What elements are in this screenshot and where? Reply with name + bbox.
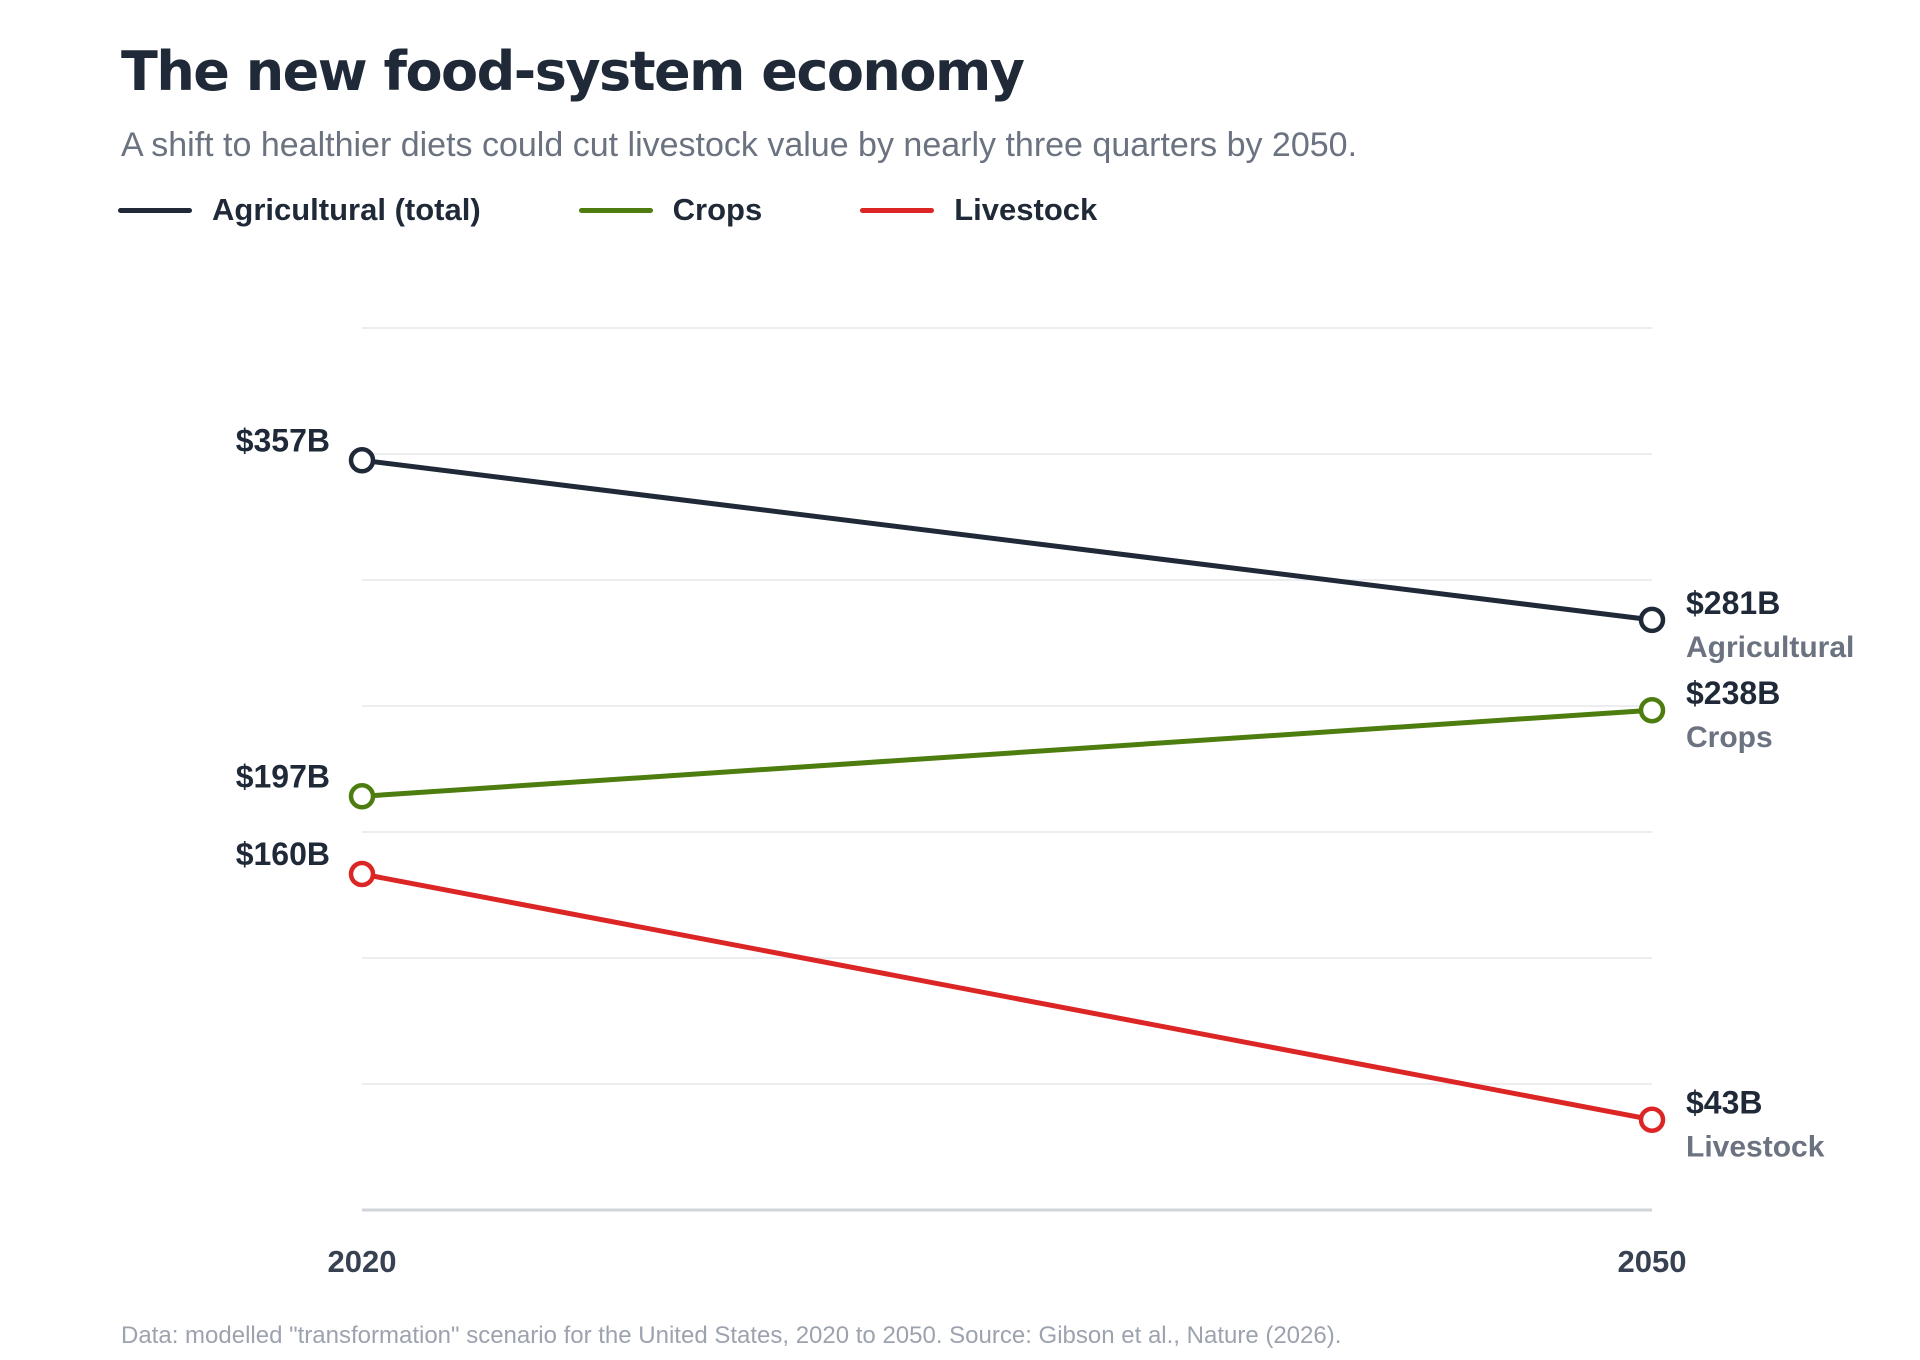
gridlines (362, 327, 1652, 1085)
series-line-crops (359, 707, 1655, 799)
value-label-agricultural-2050: $281B (1686, 585, 1780, 621)
legend-swatch-agricultural (118, 207, 192, 213)
chart-subtitle: A shift to healthier diets could cut liv… (121, 126, 1358, 164)
legend-item-livestock: Livestock (860, 192, 1097, 228)
data-point-crops-2050 (1638, 696, 1666, 724)
series-agricultural: $357B $281B Agricultural (236, 422, 1855, 664)
series-end-label-agricultural: Agricultural (1686, 631, 1854, 664)
data-point-livestock-2020 (348, 860, 376, 888)
series-end-label-livestock: Livestock (1686, 1131, 1825, 1164)
legend-label-crops: Crops (672, 192, 763, 227)
value-label-livestock-2020: $160B (236, 836, 330, 872)
data-point-livestock-2050 (1638, 1106, 1666, 1133)
legend-swatch-livestock (860, 207, 935, 213)
value-label-agricultural-2020: $357B (236, 422, 330, 458)
legend-item-agricultural: Agricultural (total) (118, 192, 481, 228)
legend-label-livestock: Livestock (954, 192, 1098, 227)
value-label-livestock-2050: $43B (1686, 1085, 1763, 1121)
x-tick-label-2050: 2050 (1618, 1244, 1687, 1279)
data-point-agricultural-2050 (1638, 606, 1666, 634)
series-end-label-crops: Crops (1686, 721, 1773, 754)
legend-label-agricultural: Agricultural (total) (212, 192, 481, 227)
series-crops: $197B $238B Crops (236, 675, 1780, 810)
series-livestock: $160B $43B Livestock (236, 836, 1825, 1164)
legend-item-crops: Crops (578, 192, 763, 228)
data-point-crops-2020 (348, 783, 376, 810)
x-tick-label-2020: 2020 (328, 1244, 397, 1279)
legend: Agricultural (total) Crops Livestock (118, 190, 1195, 230)
chart-footnote: Data: modelled "transformation" scenario… (121, 1322, 1342, 1349)
data-point-agricultural-2020 (348, 447, 376, 474)
legend-swatch-crops (578, 207, 653, 213)
series-line-agricultural (359, 457, 1655, 623)
series-line-livestock (359, 871, 1655, 1123)
value-label-crops-2020: $197B (236, 758, 330, 794)
chart-title: The new food-system economy (121, 40, 1025, 103)
value-label-crops-2050: $238B (1686, 675, 1780, 711)
